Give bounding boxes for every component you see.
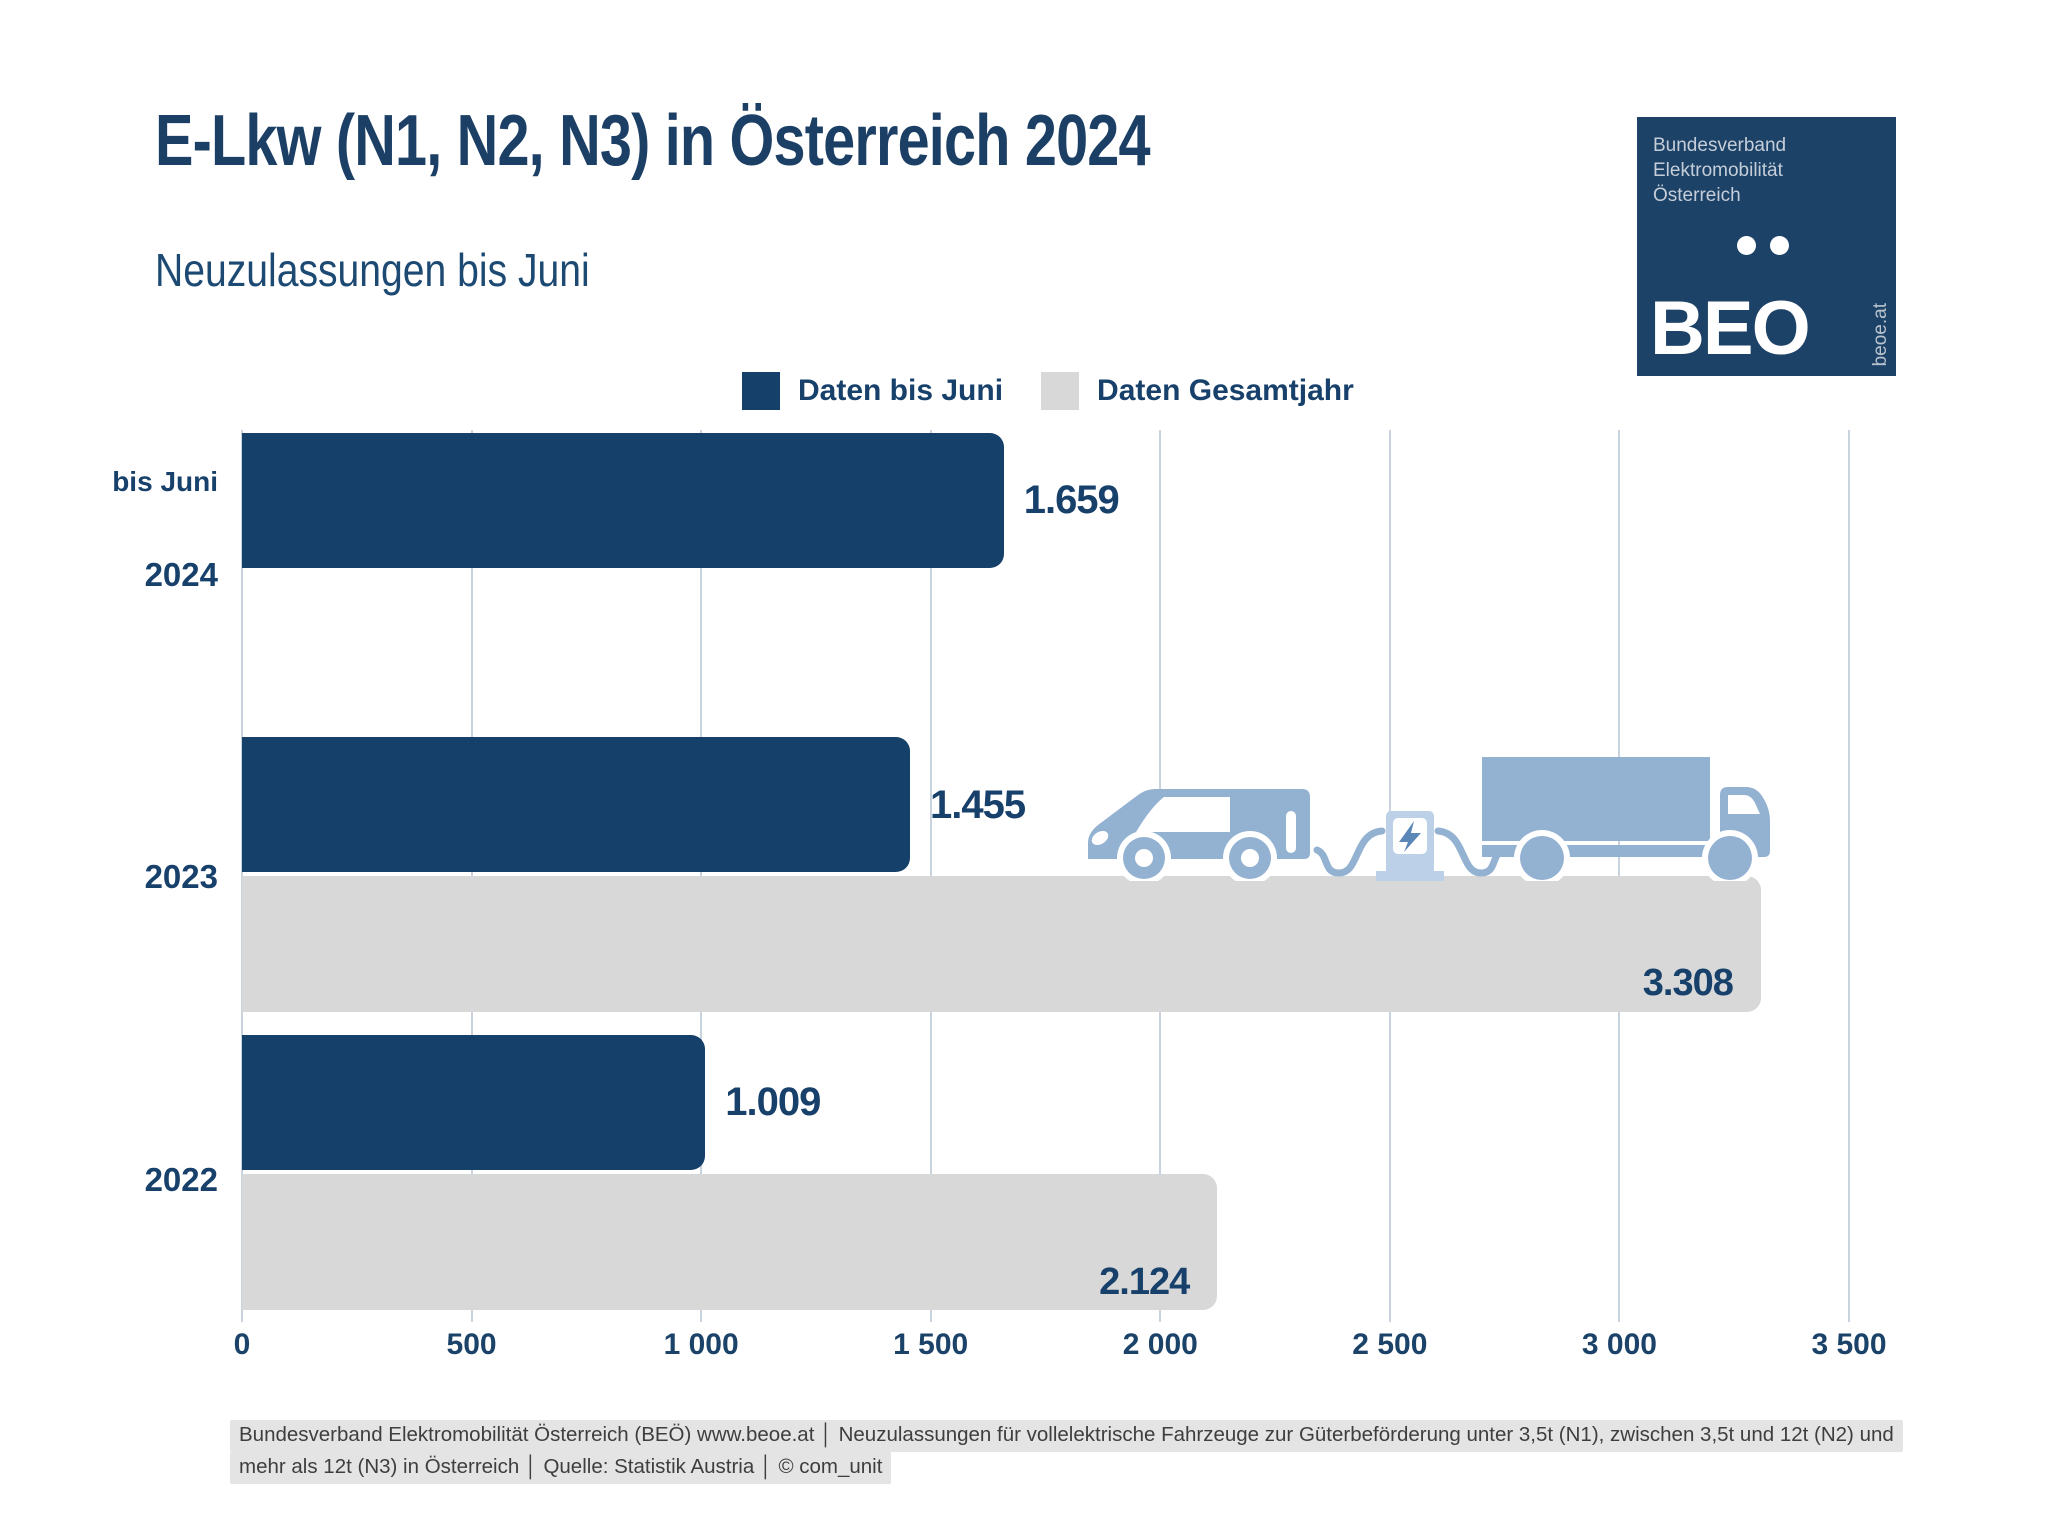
gridline — [1848, 430, 1850, 1322]
logo-org-name: Bundesverband Elektromobilität Österreic… — [1653, 133, 1786, 208]
x-axis-tick-label: 3 000 — [1581, 1328, 1657, 1361]
umlaut-dot-icon — [1770, 236, 1789, 255]
footnote-line1: Bundesverband Elektromobilität Österreic… — [230, 1420, 1903, 1452]
bar-2023-bis-juni — [242, 737, 910, 872]
logo-org-line3: Österreich — [1653, 185, 1741, 206]
x-axis-tick-label: 3 500 — [1811, 1328, 1887, 1361]
chart-legend: Daten bis Juni Daten Gesamtjahr — [742, 372, 1354, 410]
beo-logo: Bundesverband Elektromobilität Österreic… — [1637, 117, 1896, 376]
charging-station-icon — [1313, 811, 1507, 881]
value-label-2022-bis-juni: 1.009 — [725, 1080, 821, 1124]
x-axis-tick-label: 0 — [233, 1328, 251, 1361]
x-axis-tick-label: 2 500 — [1352, 1328, 1428, 1361]
legend-swatch-gray-icon — [1041, 372, 1080, 410]
legend-item-bis-juni: Daten bis Juni — [742, 372, 1003, 410]
logo-org-line1: Bundesverband — [1653, 135, 1787, 156]
legend-item-gesamtjahr: Daten Gesamtjahr — [1041, 372, 1354, 410]
logo-org-line2: Elektromobilität — [1653, 160, 1783, 181]
category-label-2023: 2023 — [144, 858, 218, 895]
category-label-2024: 2024 — [144, 556, 218, 593]
category-label-2022: 2022 — [144, 1161, 218, 1198]
x-axis-tick-label: 1 000 — [663, 1328, 739, 1361]
electric-truck-icon — [1482, 757, 1770, 881]
x-axis-tick-label: 2 000 — [1122, 1328, 1198, 1361]
value-label-2022-gesamtjahr: 2.124 — [1099, 1261, 1190, 1303]
legend-label: Daten Gesamtjahr — [1097, 374, 1354, 407]
source-footnote: Bundesverband Elektromobilität Österreic… — [230, 1420, 1903, 1484]
x-axis-tick-label: 1 500 — [893, 1328, 969, 1361]
page-title: E-Lkw (N1, N2, N3) in Österreich 2024 — [155, 101, 1151, 181]
category-note-bis-juni: bis Juni — [112, 466, 218, 497]
value-label-2024-bis-juni: 1.659 — [1023, 478, 1120, 522]
value-label-2023-gesamtjahr: 3.308 — [1642, 962, 1734, 1004]
footnote-line2: mehr als 12t (N3) in Österreich │ Quelle… — [230, 1452, 892, 1484]
logo-acronym: BEO — [1650, 286, 1811, 371]
legend-swatch-dark-icon — [742, 372, 780, 410]
logo-umlaut-dots — [1637, 117, 1896, 376]
bar-2022-gesamtjahr — [242, 1174, 1217, 1310]
electric-van-icon — [1088, 789, 1310, 881]
bar-2022-bis-juni — [242, 1035, 705, 1170]
bar-2023-gesamtjahr — [242, 876, 1761, 1012]
legend-label: Daten bis Juni — [798, 374, 1004, 407]
value-label-2023-bis-juni: 1.455 — [930, 783, 1026, 827]
umlaut-dot-icon — [1737, 236, 1756, 255]
page-subtitle: Neuzulassungen bis Juni — [155, 244, 590, 296]
x-axis-tick-label: 500 — [446, 1328, 497, 1361]
bar-2024-bis-juni — [242, 433, 1004, 568]
ev-vehicles-illustration — [1088, 757, 1770, 881]
